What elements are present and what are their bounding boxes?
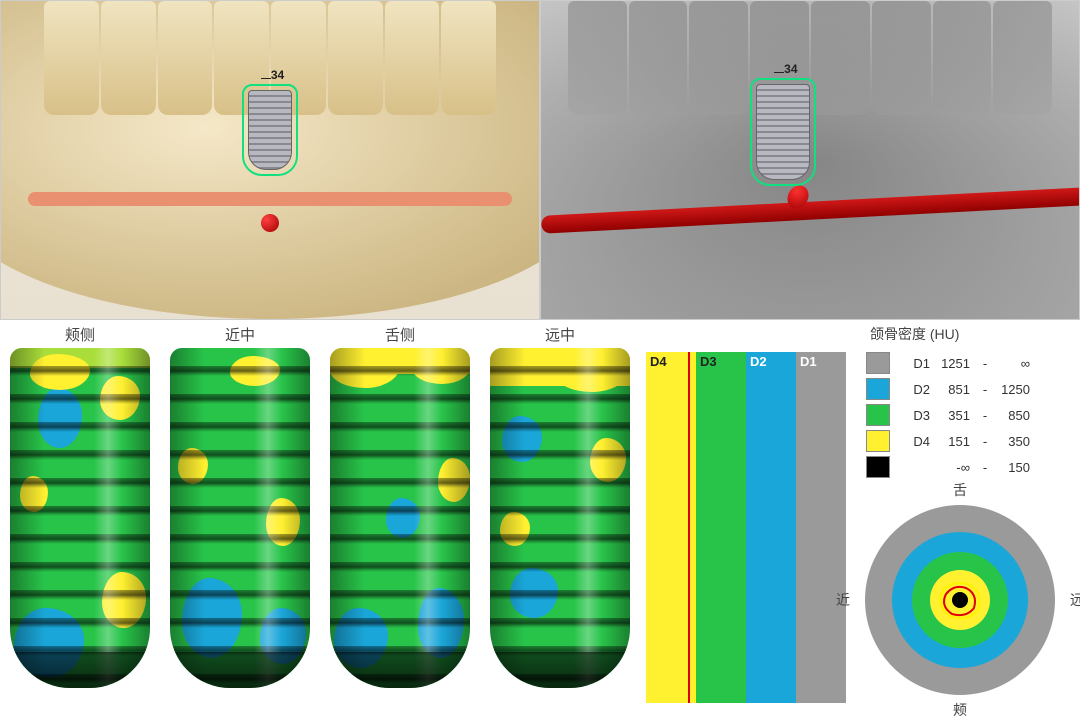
panel-xray-view[interactable]: 34 xyxy=(540,0,1080,320)
implant-trace-line xyxy=(690,352,693,703)
view-label: 远中 xyxy=(545,324,575,348)
panel-3d-view[interactable]: 34 xyxy=(0,0,540,320)
cross-section-svg xyxy=(860,500,1060,700)
cross-section-diagram: 舌 颊 近 远 xyxy=(860,500,1060,700)
view-label: 舌侧 xyxy=(385,324,415,348)
strip-label: D2 xyxy=(750,354,767,369)
top-row: 34 34 xyxy=(0,0,1080,320)
legend-row-D1: D11251-∞ xyxy=(866,350,1080,376)
view-label: 颊侧 xyxy=(65,324,95,348)
implant-3d[interactable]: 34 xyxy=(248,90,292,170)
tooth-number-label-3d: 34 xyxy=(271,68,284,82)
jaw-3d: 34 xyxy=(1,1,539,319)
view-distal[interactable]: 远中 xyxy=(480,324,640,711)
legend-row-low: -∞-150 xyxy=(866,454,1080,480)
legend-text: -∞-150 xyxy=(900,460,1030,475)
legend-swatch xyxy=(866,430,890,452)
strip-label: D4 xyxy=(650,354,667,369)
legend-swatch xyxy=(866,456,890,478)
legend-swatch xyxy=(866,404,890,426)
density-strip-chart: D4 D3 D2 D1 xyxy=(646,324,846,711)
implant-xray[interactable]: 34 xyxy=(756,84,810,180)
legend-text: D3351-850 xyxy=(900,408,1030,423)
legend-row-D4: D4151-350 xyxy=(866,428,1080,454)
mental-foramen-3d xyxy=(261,214,279,232)
density-implant xyxy=(170,348,310,688)
cross-label-distal: 远 xyxy=(1070,590,1080,610)
view-lingual[interactable]: 舌侧 xyxy=(320,324,480,711)
bottom-row: 颊侧 近中 舌侧 远中 D4 D3 D2 D1 颌骨密度 (HU) D11251-∞ D285… xyxy=(0,320,1080,711)
legend-row-D2: D2851-1250 xyxy=(866,376,1080,402)
implant-body xyxy=(248,90,292,170)
legend-swatch xyxy=(866,378,890,400)
legend-swatch xyxy=(866,352,890,374)
strip-band-D1: D1 xyxy=(796,352,846,703)
legend-row-D3: D3351-850 xyxy=(866,402,1080,428)
cross-label-buccal: 颊 xyxy=(953,700,967,720)
strip-band-D3: D3 xyxy=(696,352,746,703)
density-implant xyxy=(10,348,150,688)
view-mesial[interactable]: 近中 xyxy=(160,324,320,711)
legend-text: D11251-∞ xyxy=(900,356,1030,371)
implant-density-views: 颊侧 近中 舌侧 远中 xyxy=(0,324,640,711)
density-implant xyxy=(330,348,470,688)
implant-body xyxy=(756,84,810,180)
strip-label: D1 xyxy=(800,354,817,369)
tooth-number-label-xray: 34 xyxy=(784,62,797,76)
legend-title: 颌骨密度 (HU) xyxy=(870,324,1080,344)
cross-label-mesial: 近 xyxy=(836,590,850,610)
cross-label-lingual: 舌 xyxy=(953,480,967,500)
nerve-canal-3d xyxy=(28,192,512,206)
view-buccal[interactable]: 颊侧 xyxy=(0,324,160,711)
legend-text: D2851-1250 xyxy=(900,382,1030,397)
view-label: 近中 xyxy=(225,324,255,348)
legend-and-cross: 颌骨密度 (HU) D11251-∞ D2851-1250 D3351-850 D41… xyxy=(846,324,1080,711)
legend-text: D4151-350 xyxy=(900,434,1030,449)
density-implant xyxy=(490,348,630,688)
legend-rows: D11251-∞ D2851-1250 D3351-850 D4151-350 -∞-1… xyxy=(866,350,1080,480)
strip-band-D2: D2 xyxy=(746,352,796,703)
strip-label: D3 xyxy=(700,354,717,369)
